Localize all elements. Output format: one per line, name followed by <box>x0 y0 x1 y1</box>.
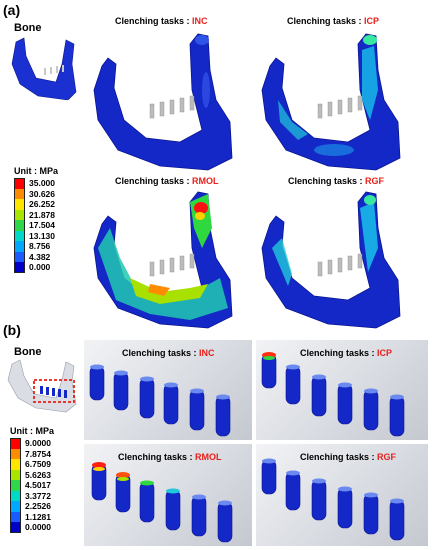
panel-a-legend-row: 26.252 <box>14 199 58 210</box>
panel-b-legend-value: 5.6263 <box>25 469 51 480</box>
panel-b-title-inc: Clenching tasks : INC <box>122 348 215 358</box>
panel-b-legend-value: 0.0000 <box>25 522 51 533</box>
panel-a-legend-value: 17.504 <box>29 220 55 231</box>
panel-a-legend: Unit : MPa 35.000 30.626 26.252 21.878 17.50… <box>14 166 58 273</box>
panel-a-legend-swatch <box>14 188 25 199</box>
panel-b-legend-value: 4.5017 <box>25 480 51 491</box>
panel-a-legend-swatch <box>14 262 25 273</box>
panel-a-legend-value: 8.756 <box>29 241 51 252</box>
panel-b-legend-value: 1.1281 <box>25 511 51 522</box>
panel-b-legend-swatch <box>10 511 21 522</box>
panel-b-legend-title: Unit : MPa <box>10 426 54 436</box>
panel-b-legend-row: 2.2526 <box>10 501 54 512</box>
panel-a-legend-row: 17.504 <box>14 220 58 231</box>
panel-b-legend-value: 6.7509 <box>25 459 51 470</box>
panel-a-legend-row: 13.130 <box>14 230 58 241</box>
panel-a-legend-row: 0.000 <box>14 262 58 273</box>
panel-a-legend-swatch <box>14 220 25 231</box>
panel-b-bone-label: Bone <box>14 346 42 358</box>
panel-a-title-inc: Clenching tasks : INC <box>115 16 208 26</box>
panel-b-legend-value: 9.0000 <box>25 438 51 449</box>
panel-b-legend-row: 9.0000 <box>10 438 54 449</box>
panel-b-legend-row: 0.0000 <box>10 522 54 533</box>
panel-a-jaw-icp <box>261 33 401 171</box>
panel-a-legend-row: 4.382 <box>14 251 58 262</box>
panel-a-title-icp: Clenching tasks : ICP <box>287 16 380 26</box>
panel-a-legend-value: 21.878 <box>29 209 55 220</box>
panel-a-legend-row: 21.878 <box>14 209 58 220</box>
panel-b-view-inc: Clenching tasks : INC <box>84 340 252 440</box>
panel-a-legend-swatch <box>14 230 25 241</box>
panel-a-legend-swatch <box>14 241 25 252</box>
panel-a-legend-row: 30.626 <box>14 188 58 199</box>
panel-b-legend-row: 4.5017 <box>10 480 54 491</box>
panel-b-legend-row: 3.3772 <box>10 490 54 501</box>
panel-b-view-rgf: Clenching tasks : RGF <box>256 444 428 546</box>
panel-b-view-icp: Clenching tasks : ICP <box>256 340 428 440</box>
panel-a-legend-swatch <box>14 251 25 262</box>
panel-b-title-rmol: Clenching tasks : RMOL <box>118 452 222 462</box>
panel-b-legend-swatch <box>10 448 21 459</box>
panel-b-title-rgf: Clenching tasks : RGF <box>300 452 397 462</box>
panel-a-legend-swatch <box>14 199 25 210</box>
panel-b-legend: Unit : MPa 9.0000 7.8754 6.7509 5.6263 4.501… <box>10 426 54 533</box>
panel-a-legend-value: 35.000 <box>29 178 55 189</box>
panel-a-title-rmol: Clenching tasks : RMOL <box>115 176 219 186</box>
panel-a-label: (a) <box>3 2 21 18</box>
panel-a-jaw-inc <box>93 33 233 171</box>
panel-b-legend-value: 2.2526 <box>25 501 51 512</box>
panel-b-legend-value: 3.3772 <box>25 490 51 501</box>
highlight-box <box>33 379 75 403</box>
panel-b-legend-row: 1.1281 <box>10 511 54 522</box>
panel-b-legend-swatch <box>10 469 21 480</box>
panel-a-legend-value: 4.382 <box>29 251 51 262</box>
panel-a-legend-title: Unit : MPa <box>14 166 58 176</box>
panel-a-legend-row: 8.756 <box>14 241 58 252</box>
panel-b-legend-swatch <box>10 480 21 491</box>
panel-b-legend-swatch <box>10 501 21 512</box>
panel-a-legend-row: 35.000 <box>14 178 58 189</box>
panel-a-legend-value: 26.252 <box>29 199 55 210</box>
panel-b-legend-row: 7.8754 <box>10 448 54 459</box>
panel-a-legend-value: 0.000 <box>29 262 51 273</box>
panel-b-bone-thumbnail <box>7 359 77 413</box>
implants-icp <box>261 352 405 437</box>
panel-a-legend-value: 13.130 <box>29 230 55 241</box>
panel-b-legend-row: 5.6263 <box>10 469 54 480</box>
panel-b-label: (b) <box>3 322 21 338</box>
panel-a-legend-swatch <box>14 178 25 189</box>
implants-rmol <box>91 462 233 543</box>
panel-b-legend-swatch <box>10 490 21 501</box>
implants-rgf <box>261 458 405 541</box>
panel-a-bone-thumbnail <box>11 37 77 100</box>
panel-b-legend-swatch <box>10 522 21 533</box>
panel-b-legend-swatch <box>10 459 21 470</box>
implants-inc <box>89 364 231 437</box>
panel-b-legend-swatch <box>10 438 21 449</box>
panel-b-title-icp: Clenching tasks : ICP <box>300 348 393 358</box>
panel-a-bone-label: Bone <box>14 22 42 34</box>
panel-a-legend-value: 30.626 <box>29 188 55 199</box>
panel-b-legend-row: 6.7509 <box>10 459 54 470</box>
panel-a-jaw-rmol <box>93 191 233 329</box>
panel-a-jaw-rgf <box>261 191 401 329</box>
panel-b-view-rmol: Clenching tasks : RMOL <box>84 444 252 546</box>
panel-a-legend-swatch <box>14 209 25 220</box>
panel-a-title-rgf: Clenching tasks : RGF <box>288 176 385 186</box>
panel-b-legend-value: 7.8754 <box>25 448 51 459</box>
